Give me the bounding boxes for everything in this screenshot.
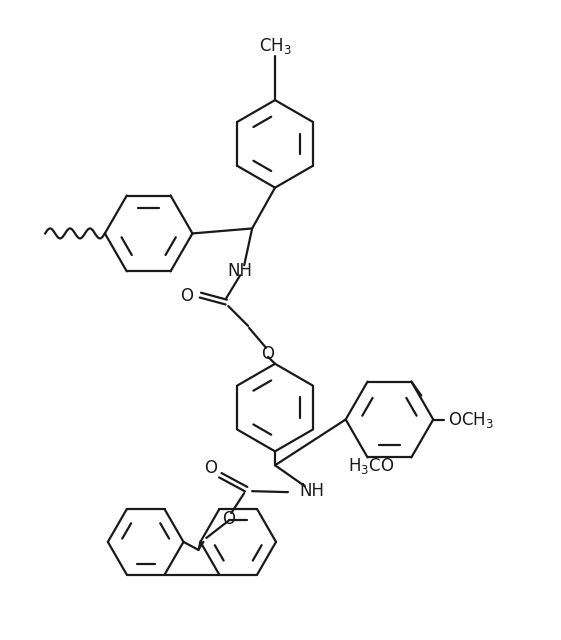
Text: O: O — [261, 345, 274, 363]
Text: O: O — [222, 510, 234, 528]
Text: O: O — [180, 287, 193, 305]
Text: OCH$_3$: OCH$_3$ — [448, 410, 494, 429]
Text: NH: NH — [300, 482, 324, 500]
Text: NH: NH — [228, 262, 252, 280]
Text: CH$_3$: CH$_3$ — [259, 36, 291, 56]
Text: O: O — [204, 460, 217, 477]
Text: H$_3$CO: H$_3$CO — [348, 456, 395, 476]
